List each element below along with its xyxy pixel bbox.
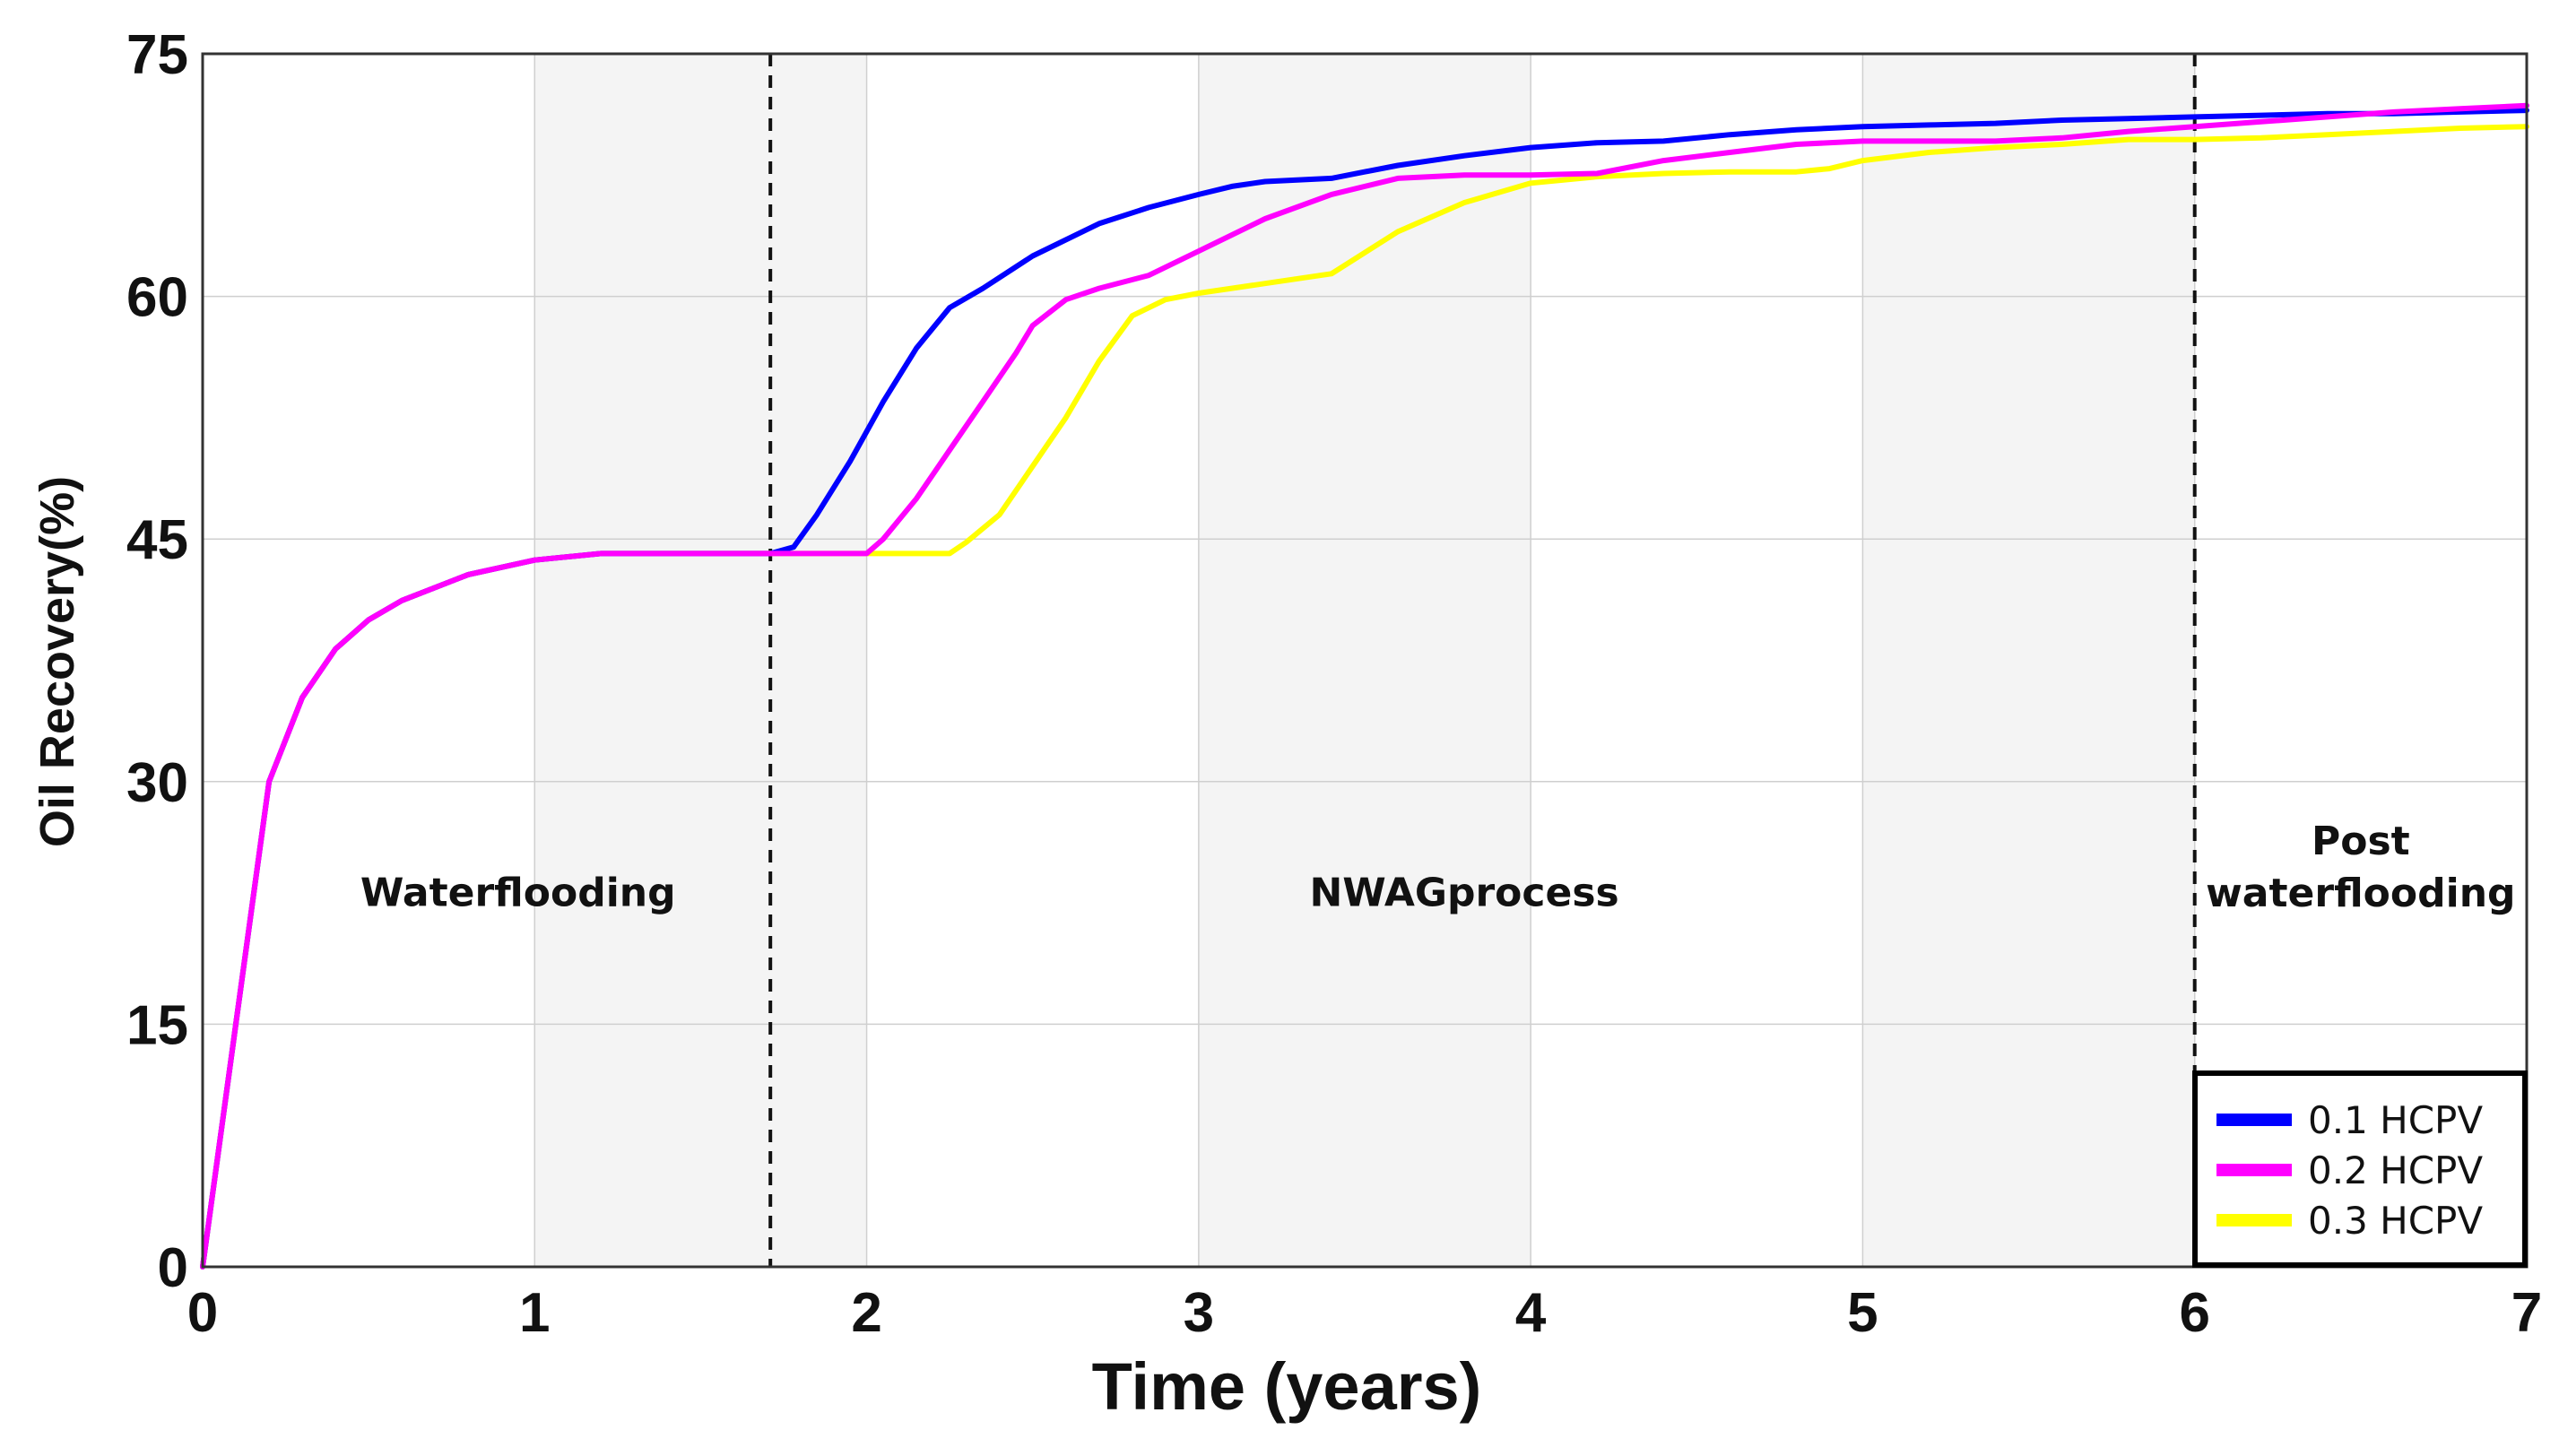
x-axis-label: Time (years) bbox=[1092, 1349, 1482, 1424]
phase-label-line: Waterflooding bbox=[360, 871, 676, 916]
legend: 0.1 HCPV 0.2 HCPV 0.3 HCPV bbox=[2192, 1070, 2528, 1268]
series-lines bbox=[200, 102, 2529, 1270]
x-tick-label: 4 bbox=[1515, 1282, 1547, 1344]
legend-label: 0.2 HCPV bbox=[2308, 1148, 2483, 1192]
phase-label-line: waterflooding bbox=[2206, 871, 2515, 916]
background-band bbox=[1862, 54, 2195, 1267]
y-tick-label: 75 bbox=[126, 24, 188, 86]
phase-label: NWAGprocess bbox=[1309, 871, 1618, 916]
phase-label-line: Post bbox=[2312, 819, 2410, 864]
phase-label: Post waterflooding bbox=[2206, 819, 2515, 916]
background-bands bbox=[534, 54, 2195, 1267]
series-line-0.2-hcpv bbox=[200, 102, 2529, 1270]
background-band bbox=[1198, 54, 1531, 1267]
x-tick-label: 3 bbox=[1184, 1282, 1214, 1344]
x-tick-label: 7 bbox=[2511, 1282, 2542, 1344]
legend-label: 0.3 HCPV bbox=[2308, 1199, 2483, 1243]
x-tick-label: 2 bbox=[851, 1282, 881, 1344]
legend-label: 0.1 HCPV bbox=[2308, 1098, 2483, 1142]
phase-boundaries bbox=[768, 54, 2197, 1267]
phase-label-line: NWAGprocess bbox=[1309, 871, 1618, 916]
y-tick-label: 15 bbox=[126, 994, 188, 1056]
phase-label: Waterflooding bbox=[360, 871, 676, 916]
x-tick-labels: 0 1 2 3 4 5 6 7 bbox=[187, 1282, 2542, 1344]
x-tick-label: 1 bbox=[519, 1282, 550, 1344]
y-tick-label: 45 bbox=[126, 509, 188, 571]
y-tick-label: 60 bbox=[126, 267, 188, 329]
plot-frame bbox=[201, 52, 2529, 1269]
x-tick-label: 5 bbox=[1847, 1282, 1878, 1344]
y-tick-label: 30 bbox=[126, 752, 188, 814]
y-tick-label: 0 bbox=[158, 1237, 188, 1299]
y-axis-label: Oil Recovery(%) bbox=[30, 476, 84, 847]
phase-labels: Waterflooding NWAGprocess Post waterfloodin… bbox=[360, 819, 2516, 916]
x-tick-label: 6 bbox=[2179, 1282, 2209, 1344]
x-tick-label: 0 bbox=[187, 1282, 218, 1344]
background-band bbox=[534, 54, 867, 1267]
y-tick-labels: 0 15 30 45 60 75 bbox=[126, 24, 188, 1299]
